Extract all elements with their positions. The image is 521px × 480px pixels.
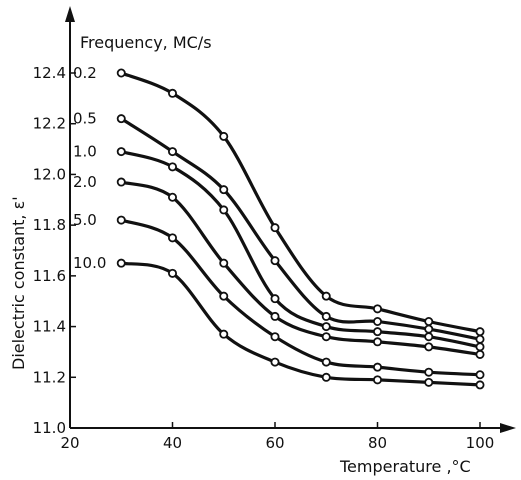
data-point	[167, 268, 177, 278]
data-point	[116, 68, 126, 78]
y-axis-title: Dielectric constant, ε'	[9, 196, 28, 370]
points	[116, 68, 485, 390]
data-point	[116, 177, 126, 187]
series-line-1.0	[119, 150, 482, 349]
data-point	[219, 205, 229, 215]
series-label: 0.2	[73, 64, 97, 82]
y-tick-label: 11.2	[33, 368, 66, 386]
series-labels: 0.2 0.5 1.0 2.0 5.0 10.0	[73, 64, 106, 272]
data-point	[167, 88, 177, 98]
data-point	[270, 332, 280, 342]
data-point	[270, 357, 280, 367]
data-point	[116, 114, 126, 124]
y-tick-label: 11.8	[33, 216, 66, 234]
data-point	[372, 327, 382, 337]
data-point	[116, 258, 126, 268]
data-point	[424, 324, 434, 334]
data-point	[270, 223, 280, 233]
x-axis-title: Temperature ,°C	[339, 457, 471, 476]
y-tick-label: 12.2	[33, 115, 66, 133]
data-point	[270, 294, 280, 304]
data-point	[475, 380, 485, 390]
ticks	[69, 72, 481, 429]
data-point	[475, 342, 485, 352]
data-point	[270, 256, 280, 266]
axes	[65, 6, 516, 433]
data-point	[475, 370, 485, 380]
data-point	[321, 332, 331, 342]
data-point	[219, 131, 229, 141]
y-axis-arrow	[65, 6, 75, 22]
data-point	[424, 367, 434, 377]
data-point	[321, 322, 331, 332]
x-axis-arrow	[500, 423, 516, 433]
y-tick-label: 11.4	[33, 318, 66, 336]
series-line-10.0	[119, 261, 482, 387]
data-point	[321, 311, 331, 321]
y-tick-label: 11.0	[33, 419, 66, 437]
data-point	[372, 375, 382, 385]
series-label: 1.0	[73, 143, 97, 161]
data-point	[270, 311, 280, 321]
y-tick-label: 11.6	[33, 267, 66, 285]
series-label: 0.5	[73, 110, 97, 128]
x-tick-label: 60	[265, 434, 284, 452]
x-tick-label: 100	[466, 434, 495, 452]
tick-labels: 20 40 60 80 100 11.0 11.2 11.4 11.6 11.8 12.0 12.2 1…	[33, 64, 495, 452]
data-point	[219, 329, 229, 339]
data-point	[475, 349, 485, 359]
series-label: 2.0	[73, 173, 97, 191]
data-point	[424, 377, 434, 387]
data-point	[424, 342, 434, 352]
data-point	[116, 147, 126, 157]
series-line-0.5	[119, 117, 482, 341]
data-point	[321, 357, 331, 367]
series-label: 5.0	[73, 211, 97, 229]
y-tick-label: 12.4	[33, 64, 66, 82]
data-point	[372, 337, 382, 347]
data-point	[475, 334, 485, 344]
data-point	[321, 291, 331, 301]
data-point	[372, 362, 382, 372]
x-tick-label: 20	[60, 434, 79, 452]
data-point	[116, 215, 126, 225]
data-point	[372, 316, 382, 326]
data-point	[372, 304, 382, 314]
y-tick-label: 12.0	[33, 165, 66, 183]
data-point	[219, 291, 229, 301]
data-point	[321, 372, 331, 382]
data-point	[167, 162, 177, 172]
legend-title: Frequency, MC/s	[80, 33, 212, 52]
curves	[119, 71, 482, 387]
data-point	[167, 233, 177, 243]
x-tick-label: 80	[368, 434, 387, 452]
series-line-2.0	[119, 180, 482, 357]
data-point	[167, 192, 177, 202]
x-tick-label: 40	[163, 434, 182, 452]
series-line-0.2	[119, 71, 482, 334]
series-line-5.0	[119, 218, 482, 377]
data-point	[219, 185, 229, 195]
data-point	[167, 147, 177, 157]
data-point	[424, 316, 434, 326]
data-point	[219, 258, 229, 268]
data-point	[424, 332, 434, 342]
series-label: 10.0	[73, 254, 106, 272]
data-point	[475, 327, 485, 337]
